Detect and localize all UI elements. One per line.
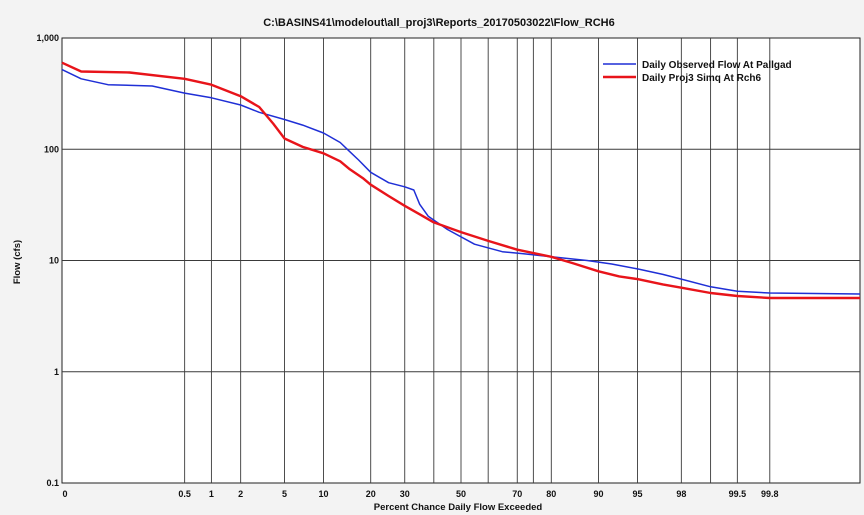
y-tick-label: 0.1 (46, 478, 59, 488)
chart-title: C:\BASINS41\modelout\all_proj3\Reports_2… (263, 17, 615, 29)
x-tick-label: 50 (456, 489, 466, 499)
x-tick-label: 30 (400, 489, 410, 499)
x-tick-label: 99.5 (729, 489, 747, 499)
x-tick-label: 80 (546, 489, 556, 499)
legend-label-simulated: Daily Proj3 Simq At Rch6 (642, 73, 762, 84)
x-tick-label: 98 (676, 489, 686, 499)
y-axis-label: Flow (cfs) (12, 240, 23, 284)
x-tick-label: 1 (209, 489, 214, 499)
x-tick-label: 0.5 (178, 489, 191, 499)
x-tick-label: 10 (318, 489, 328, 499)
x-tick-label: 5 (282, 489, 287, 499)
x-tick-label: 0 (62, 489, 67, 499)
legend-label-observed: Daily Observed Flow At Pallgad (642, 60, 792, 71)
observed-flow-line (61, 68, 861, 295)
x-tick-label: 2 (238, 489, 243, 499)
x-tick-label: 20 (366, 489, 376, 499)
y-tick-label: 1,000 (36, 33, 59, 43)
x-tick-label: 99.8 (761, 489, 779, 499)
y-tick-label: 1 (54, 367, 59, 377)
series-lines (61, 61, 861, 300)
x-tick-label: 90 (593, 489, 603, 499)
x-tick-label: 70 (512, 489, 522, 499)
x-tick-label: 95 (632, 489, 642, 499)
simulated-flow-line (61, 61, 860, 300)
y-tick-label: 10 (49, 256, 59, 266)
y-tick-label: 100 (44, 144, 59, 154)
legend: Daily Observed Flow At Pallgad Daily Pro… (603, 60, 792, 84)
y-tick-labels: 0.1 1 10 100 1,000 (36, 33, 59, 488)
x-axis-label: Percent Chance Daily Flow Exceeded (374, 502, 543, 513)
y-gridlines (62, 148, 860, 373)
x-tick-labels: 0 0.5 1 2 5 10 20 30 50 70 80 90 95 98 99.5 99.8 (62, 489, 778, 499)
